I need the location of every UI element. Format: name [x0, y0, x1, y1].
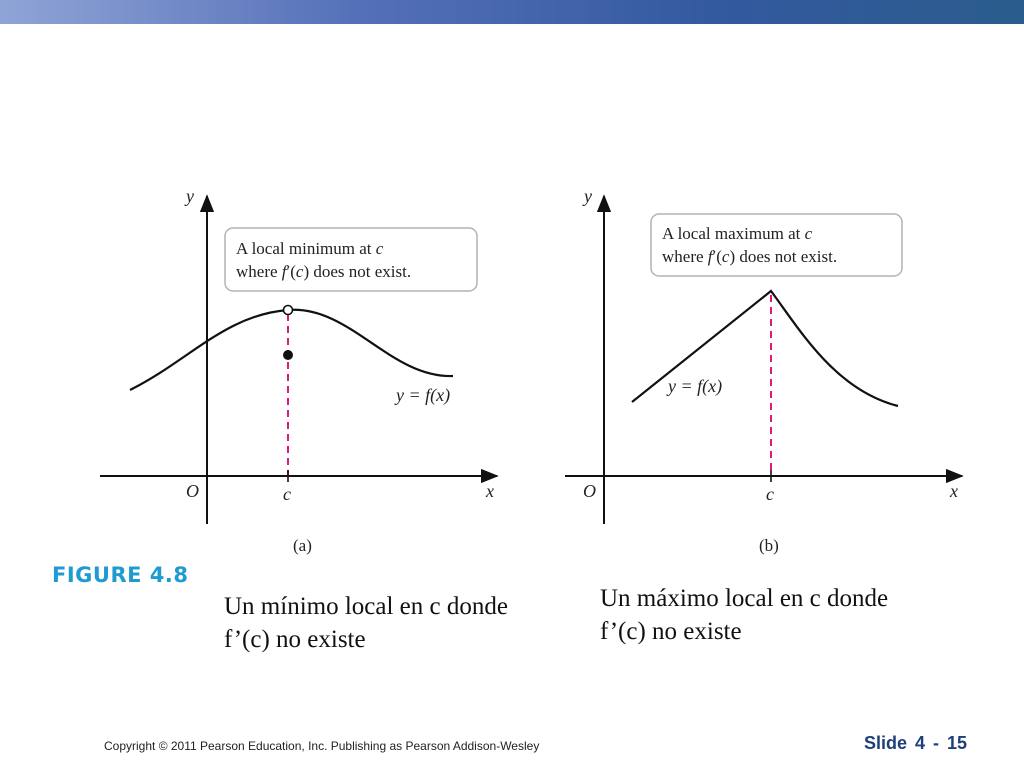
caption-b-line1: Un máximo local en c donde	[600, 585, 889, 612]
caption-a-line2: f’(c) no existe	[224, 626, 366, 653]
panel-a-curve-label: y = f(x)	[394, 385, 450, 406]
panel-b-y-label: y	[582, 186, 592, 206]
slide-number: Slide 4 - 15	[864, 733, 968, 753]
panel-b: A local maximum at c where f′(c) does no…	[565, 186, 964, 555]
panel-b-x-label: x	[949, 481, 958, 501]
panel-a-y-label: y	[184, 186, 194, 206]
panel-a-open-point	[282, 304, 294, 316]
title-bar-band	[0, 0, 1024, 24]
panel-a-filled-point	[283, 350, 293, 360]
panel-b-callout-line2: where f′(c) does not exist.	[662, 247, 837, 266]
caption-panel-b: Un máximo local en c donde f’(c) no exis…	[600, 582, 888, 648]
panel-b-callout-line1: A local maximum at c	[662, 224, 813, 243]
panel-a-x-label: x	[485, 481, 494, 501]
panel-b-callout-box	[650, 213, 903, 277]
panel-b-curve-label: y = f(x)	[666, 376, 722, 397]
panel-a-callout-line1: A local minimum at c	[236, 239, 384, 258]
panel-b-c-label: c	[766, 484, 774, 504]
figure-label: FIGURE 4.8	[52, 563, 189, 587]
panel-a-callout-box	[224, 227, 478, 292]
copyright-text: Copyright © 2011 Pearson Education, Inc.…	[104, 739, 540, 753]
panel-b-origin-label: O	[583, 481, 596, 501]
caption-a-line1: Un mínimo local en c donde	[224, 593, 508, 620]
figure-4-8-diagram: A local minimum at c where f′(c) does no…	[100, 186, 964, 555]
panel-a-tag: (a)	[293, 536, 312, 555]
panel-a-curve	[129, 308, 454, 391]
panel-a-origin-label: O	[186, 481, 199, 501]
panel-b-tag: (b)	[759, 536, 779, 555]
panel-a: A local minimum at c where f′(c) does no…	[100, 186, 499, 555]
panel-a-c-label: c	[283, 484, 291, 504]
caption-panel-a: Un mínimo local en c donde f’(c) no exis…	[224, 590, 508, 656]
caption-b-line2: f’(c) no existe	[600, 618, 742, 645]
panel-a-callout-line2: where f′(c) does not exist.	[236, 262, 411, 281]
panel-b-curve	[631, 289, 899, 408]
